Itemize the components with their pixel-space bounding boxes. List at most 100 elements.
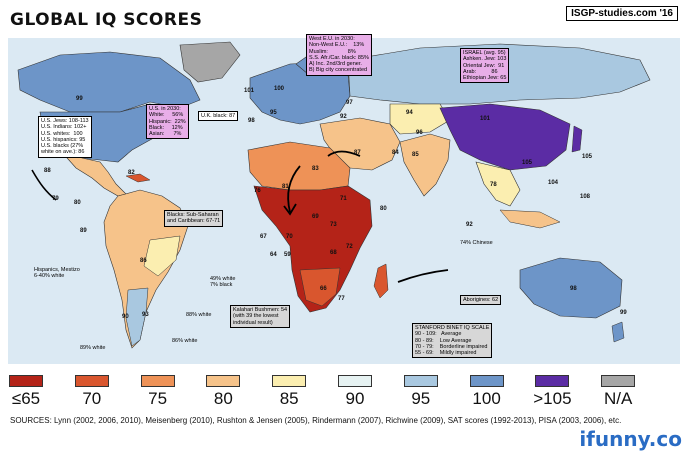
kalahari-box: Kalahari Bushmen: 54 (with 39 the lowest… [230, 305, 291, 328]
legend-label: 80 [213, 389, 233, 408]
greenland [179, 41, 241, 83]
legend-swatch [338, 375, 372, 387]
iq-label: 80 [380, 206, 387, 212]
legend-label: 75 [148, 389, 168, 408]
sub-saharan-africa [253, 185, 373, 313]
arrow-head-1 [283, 203, 297, 216]
legend-swatch [272, 375, 307, 387]
brazil-south [143, 235, 181, 277]
legend-swatch [206, 375, 241, 387]
iq-label: 100 [274, 86, 285, 92]
legend-swatch [601, 375, 636, 387]
white88-note: 88% white [186, 312, 212, 318]
iq-label: 99 [620, 310, 627, 316]
legend-label: >105 [533, 389, 572, 408]
legend-swatch [469, 375, 504, 387]
iq-label: 85 [412, 152, 419, 158]
stanford-binet-box: STANFORD BINET IQ SCALE 90 - 109: Averag… [412, 323, 493, 359]
watermark: ifunny.co [579, 427, 682, 451]
iq-label: 78 [490, 182, 497, 188]
iq-label: 108 [580, 194, 591, 200]
legend-label: 95 [411, 389, 431, 408]
iq-label: 80 [74, 200, 81, 206]
iq-label: 64 [270, 252, 277, 258]
hispanics-note: Hispanics, Mestizo 6-40% white [34, 267, 80, 280]
legend-swatch [9, 375, 43, 387]
arrow-mideast [327, 150, 361, 157]
china [439, 103, 571, 171]
iq-label: 101 [480, 116, 491, 122]
iq-label: 67 [260, 234, 267, 240]
sources-text: SOURCES: Lynn (2002, 2006, 2010), Meisen… [10, 416, 622, 425]
indonesia [499, 209, 561, 229]
iq-label: 86 [140, 258, 147, 264]
iq-label: 84 [392, 150, 399, 156]
iq-label: 77 [338, 296, 345, 302]
legend-label: 100 [472, 389, 501, 408]
chinese74-note: 74% Chinese [460, 240, 493, 246]
se-asia [475, 161, 521, 207]
iq-label: 96 [416, 130, 423, 136]
arrow-us [31, 169, 57, 201]
iq-label: 72 [346, 244, 353, 250]
iq-label: 98 [248, 118, 255, 124]
iq-label: 97 [346, 100, 353, 106]
japan [571, 125, 583, 153]
legend-label: 85 [279, 389, 299, 408]
iq-label: 82 [128, 170, 135, 176]
iq-label: 81 [282, 184, 289, 190]
southern-africa [299, 267, 341, 307]
legend-swatch [403, 375, 438, 387]
iq-label: 92 [466, 222, 473, 228]
iq-label: 69 [312, 214, 319, 220]
iq-label: 105 [582, 154, 593, 160]
iq-label: 59 [284, 252, 291, 258]
site-credit: ISGP-studies.com '16 [566, 6, 678, 21]
west-eu-2030-box: West E.U. in 2030: Non-West E.U.: 13% Mu… [306, 34, 372, 76]
legend-label: 90 [345, 389, 365, 408]
iq-label: 73 [330, 222, 337, 228]
iq-label: 87 [354, 150, 361, 156]
iq-label: 68 [330, 250, 337, 256]
aborigines-box: Aborigines: 62 [460, 295, 502, 306]
iq-label: 76 [254, 188, 261, 194]
israel-box: ISRAEL (avg. 95) Ashken. Jew: 103 Orient… [460, 48, 510, 84]
iq-label: 79 [52, 196, 59, 202]
white89-note: 89% white [80, 345, 106, 351]
uk-black-box: U.K. black: 87 [198, 111, 239, 122]
blacks-ssa-box: Blacks: Sub-Saharan and Caribbean: 67-71 [164, 210, 224, 227]
new-zealand [611, 321, 625, 343]
iq-label: 101 [244, 88, 255, 94]
legend-label: ≤65 [11, 389, 41, 408]
iq-label: 98 [570, 286, 577, 292]
iq-label: 90 [122, 314, 129, 320]
legend-label: 70 [82, 389, 102, 408]
central-asia [389, 103, 451, 135]
iq-label: 95 [270, 110, 277, 116]
us-groups-box: U.S. Jews: 108-113 U.S. Indians: 102+ U.… [38, 116, 92, 158]
iq-label: 105 [522, 160, 533, 166]
australia [519, 257, 623, 319]
iq-label: 94 [406, 110, 413, 116]
us-2030-box: U.S. in 2030: White: 56% Hispanic: 22% B… [146, 104, 189, 140]
white49-note: 49% white 7% black [210, 276, 236, 289]
iq-label: 99 [76, 96, 83, 102]
iq-label: 66 [320, 286, 327, 292]
india [399, 133, 451, 197]
iq-label: 70 [286, 234, 293, 240]
middle-east [319, 117, 401, 171]
arrow-madagascar [397, 269, 449, 283]
iq-label: 92 [340, 114, 347, 120]
legend-label: N/A [604, 389, 633, 408]
iq-label: 83 [312, 166, 319, 172]
caribbean [125, 173, 151, 183]
iq-label: 89 [80, 228, 87, 234]
iq-label: 71 [340, 196, 347, 202]
madagascar [373, 263, 389, 299]
arrow-europe-africa [287, 165, 301, 213]
iq-label: 93 [142, 312, 149, 318]
argentina [125, 287, 149, 347]
iq-label: 104 [548, 180, 559, 186]
legend-swatch [535, 375, 570, 387]
